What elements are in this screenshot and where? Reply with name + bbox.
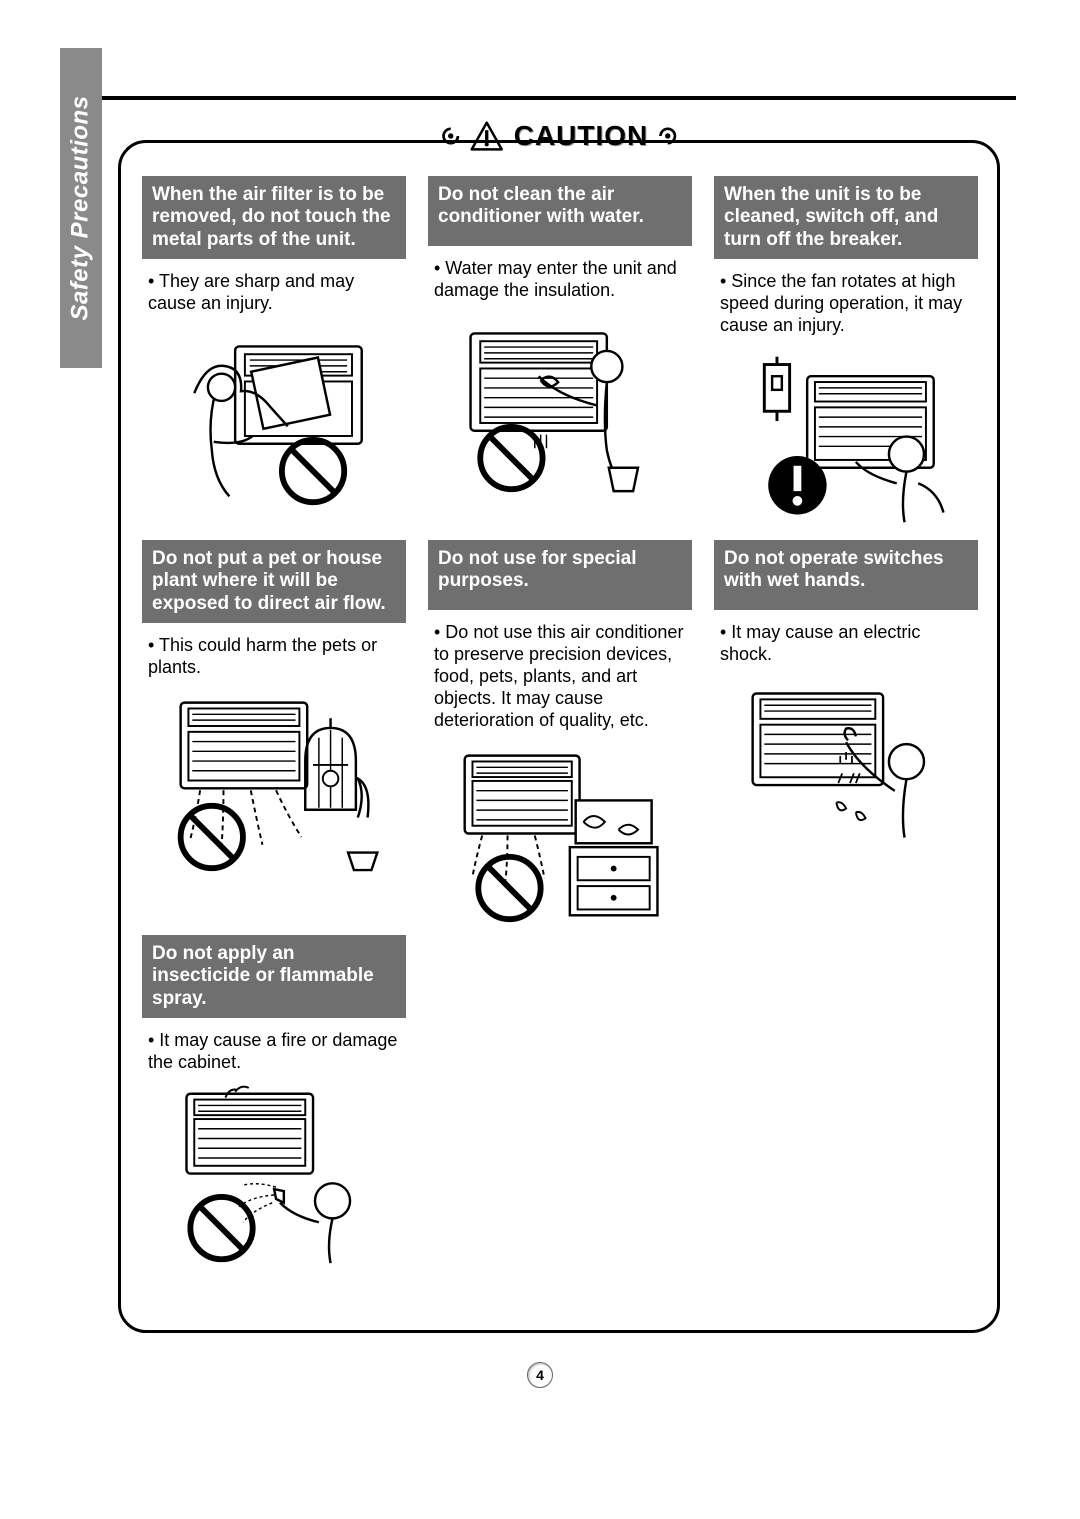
card-illustration (142, 325, 406, 510)
sidebar-title: Safety Precautions (67, 95, 95, 320)
caution-panel: CAUTION When the air filter is to be rem… (118, 140, 1000, 1333)
panel-header: CAUTION (424, 120, 695, 152)
caution-card: Do not apply an insecticide or flammable… (142, 935, 406, 1269)
caution-card: When the unit is to be cleaned, switch o… (714, 176, 978, 532)
card-title: When the air filter is to be removed, do… (142, 176, 406, 259)
card-title: Do not put a pet or house plant where it… (142, 540, 406, 623)
card-bullet: • Do not use this air conditioner to pre… (428, 610, 692, 742)
page-number-value: 4 (527, 1362, 553, 1388)
card-bullet: • Water may enter the unit and damage th… (428, 246, 692, 312)
card-illustration (714, 676, 978, 861)
page-number: 4 (526, 1361, 554, 1389)
cards-grid: When the air filter is to be removed, do… (142, 176, 978, 1269)
caution-card: When the air filter is to be removed, do… (142, 176, 406, 532)
card-title: Do not operate switches with wet hands. (714, 540, 978, 610)
card-illustration (428, 742, 692, 927)
top-rule (102, 96, 1016, 100)
caution-card: Do not clean the air conditioner with wa… (428, 176, 692, 532)
card-illustration (714, 347, 978, 532)
card-illustration (428, 312, 692, 497)
warning-triangle-icon (470, 121, 504, 151)
card-bullet: • It may cause an electric shock. (714, 610, 978, 676)
swirl-left-icon (442, 127, 460, 145)
card-bullet: • It may cause a fire or damage the cabi… (142, 1018, 406, 1084)
card-bullet: • They are sharp and may cause an injury… (142, 259, 406, 325)
caution-card: Do not use for special purposes. • Do no… (428, 540, 692, 927)
card-bullet: • Since the fan rotates at high speed du… (714, 259, 978, 347)
card-title: Do not clean the air conditioner with wa… (428, 176, 692, 246)
card-title: Do not use for special purposes. (428, 540, 692, 610)
sidebar-tab: Safety Precautions (60, 48, 102, 368)
card-title: Do not apply an insecticide or flammable… (142, 935, 406, 1018)
caution-card: Do not operate switches with wet hands. … (714, 540, 978, 927)
swirl-right-icon (658, 127, 676, 145)
card-title: When the unit is to be cleaned, switch o… (714, 176, 978, 259)
caution-card: Do not put a pet or house plant where it… (142, 540, 406, 927)
card-illustration (142, 1084, 406, 1269)
card-illustration (142, 689, 406, 874)
card-bullet: • This could harm the pets or plants. (142, 623, 406, 689)
empty-cells (428, 935, 978, 1269)
caution-label: CAUTION (514, 120, 649, 152)
